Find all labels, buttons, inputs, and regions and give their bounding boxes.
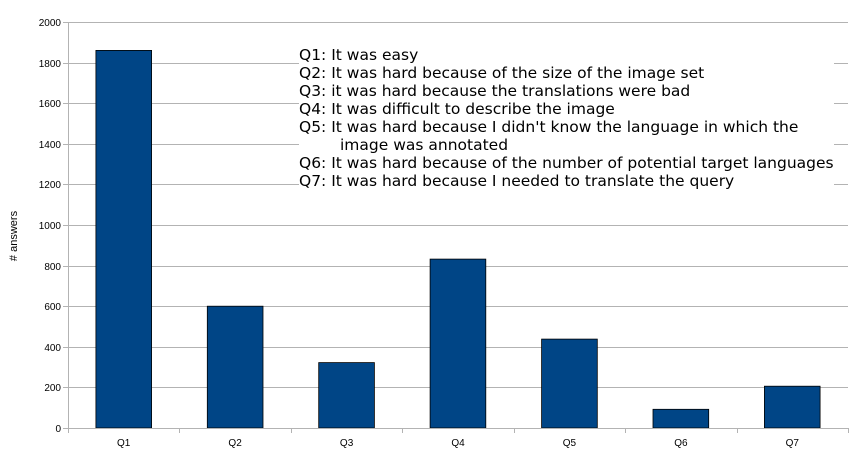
- x-tick-label-q6: Q6: [674, 438, 688, 449]
- x-tick-label-q3: Q3: [340, 438, 354, 449]
- y-axis-title: # answers: [8, 210, 20, 261]
- legend-line-q7: Q7: It was hard because I needed to tran…: [299, 172, 735, 190]
- x-tick-labels: Q1 Q2 Q3 Q4 Q5 Q6 Q7: [117, 438, 799, 449]
- x-tick-label-q2: Q2: [228, 438, 242, 449]
- legend-line-q5: Q5: It was hard because I didn't know th…: [299, 118, 799, 136]
- axes: [68, 22, 849, 433]
- legend-line-q4: Q4: It was difficult to describe the ima…: [299, 100, 615, 118]
- legend-line-q3: Q3: it was hard because the translations…: [299, 82, 691, 100]
- y-tick-label: 1800: [39, 59, 62, 70]
- legend-line-q2: Q2: It was hard because of the size of t…: [299, 64, 705, 82]
- x-tick-label-q4: Q4: [451, 438, 465, 449]
- bars: [95, 50, 821, 429]
- y-tick-label: 1600: [39, 99, 62, 110]
- legend-text-box: Q1: It was easy Q2: It was hard because …: [299, 46, 834, 190]
- x-tick-label-q1: Q1: [117, 438, 131, 449]
- x-tick-label-q5: Q5: [563, 438, 577, 449]
- legend-line-q5-continued: image was annotated: [340, 136, 509, 154]
- x-tick-label-q7: Q7: [786, 438, 800, 449]
- y-tick-label: 2000: [39, 18, 62, 29]
- y-tick-label: 1000: [39, 221, 62, 232]
- y-tick-label: 200: [44, 383, 61, 394]
- bar-q6: [652, 408, 710, 429]
- y-tick-label: 0: [55, 424, 61, 435]
- y-tick-label: 400: [44, 343, 61, 354]
- legend-line-q1: Q1: It was easy: [299, 46, 419, 64]
- bar-q7: [764, 385, 821, 429]
- y-tick-label: 800: [44, 262, 61, 273]
- y-tick-labels: 0 200 400 600 800 1000 1200 1400 1600 1800 2000: [39, 18, 62, 435]
- bar-q2: [206, 305, 264, 429]
- y-tick-label: 600: [44, 302, 61, 313]
- legend-line-q6: Q6: It was hard because of the number of…: [299, 154, 834, 172]
- y-tick-label: 1400: [39, 140, 62, 151]
- bar-q5: [541, 338, 598, 429]
- y-tick-label: 1200: [39, 180, 62, 191]
- bar-q4: [429, 258, 487, 429]
- bar-q3: [318, 362, 375, 429]
- bar-q1: [95, 50, 153, 429]
